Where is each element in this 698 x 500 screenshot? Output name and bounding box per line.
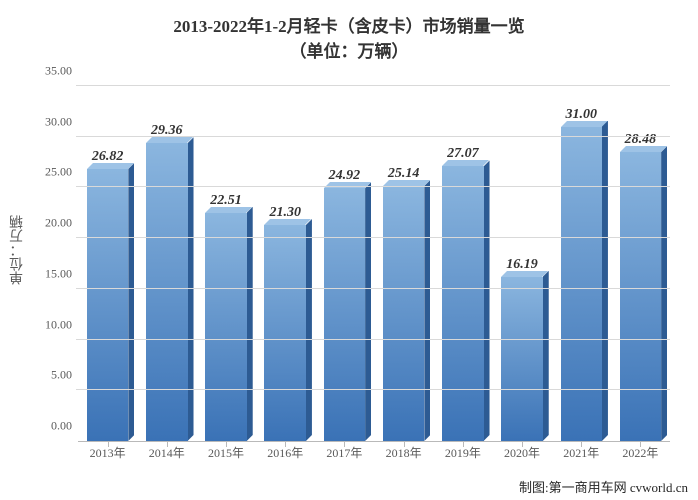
y-tick-label: 15.00	[45, 266, 72, 281]
gridline	[76, 339, 670, 340]
x-axis-label: 2014年	[137, 444, 196, 461]
gridline	[76, 288, 670, 289]
bar-slot: 26.82	[78, 86, 137, 441]
bar-slot: 22.51	[196, 86, 255, 441]
bar	[561, 127, 602, 441]
gridline	[76, 237, 670, 238]
bar-slot: 31.00	[552, 86, 611, 441]
x-axis-label: 2015年	[196, 444, 255, 461]
chart-container: 2013-2022年1-2月轻卡（含皮卡）市场销量一览 （单位：万辆） 单位：万…	[0, 0, 698, 500]
gridline	[76, 186, 670, 187]
x-axis-label: 2017年	[315, 444, 374, 461]
chart-title: 2013-2022年1-2月轻卡（含皮卡）市场销量一览 （单位：万辆）	[0, 12, 698, 62]
x-axis-label: 2021年	[552, 444, 611, 461]
bars-row: 26.8229.3622.5121.3024.9225.1427.0716.19…	[78, 86, 670, 441]
y-tick-label: 10.00	[45, 317, 72, 332]
bar	[146, 143, 187, 441]
y-tick-label: 20.00	[45, 216, 72, 231]
bar	[383, 186, 424, 441]
y-tick-label: 25.00	[45, 165, 72, 180]
bar	[442, 166, 483, 441]
x-axis-label: 2016年	[256, 444, 315, 461]
bar	[501, 277, 542, 441]
credit-text: 制图:第一商用车网 cvworld.cn	[519, 477, 688, 496]
bar-slot: 27.07	[433, 86, 492, 441]
x-axis-label: 2018年	[374, 444, 433, 461]
bar-slot: 16.19	[492, 86, 551, 441]
bar	[87, 169, 128, 441]
bar-slot: 25.14	[374, 86, 433, 441]
x-axis-label: 2013年	[78, 444, 137, 461]
plot-area: 26.8229.3622.5121.3024.9225.1427.0716.19…	[78, 86, 670, 442]
y-tick-label: 30.00	[45, 114, 72, 129]
bar	[324, 188, 365, 441]
chart-title-line2: （单位：万辆）	[0, 37, 698, 62]
x-axis-label: 2020年	[492, 444, 551, 461]
bar-slot: 29.36	[137, 86, 196, 441]
bar-slot: 28.48	[611, 86, 670, 441]
chart-title-line1: 2013-2022年1-2月轻卡（含皮卡）市场销量一览	[0, 12, 698, 37]
bar	[264, 225, 305, 441]
x-axis-label: 2019年	[433, 444, 492, 461]
bar-slot: 24.92	[315, 86, 374, 441]
x-axis-label: 2022年	[611, 444, 670, 461]
gridline	[76, 85, 670, 86]
gridline	[76, 389, 670, 390]
y-tick-label: 5.00	[51, 368, 72, 383]
bar-slot: 21.30	[256, 86, 315, 441]
y-tick-label: 0.00	[51, 419, 72, 434]
y-tick-label: 35.00	[45, 64, 72, 79]
bar	[205, 213, 246, 441]
gridline	[76, 136, 670, 137]
x-axis-labels: 2013年2014年2015年2016年2017年2018年2019年2020年…	[78, 444, 670, 461]
bar	[620, 152, 661, 441]
y-axis-label: 单位：万辆	[8, 215, 28, 285]
